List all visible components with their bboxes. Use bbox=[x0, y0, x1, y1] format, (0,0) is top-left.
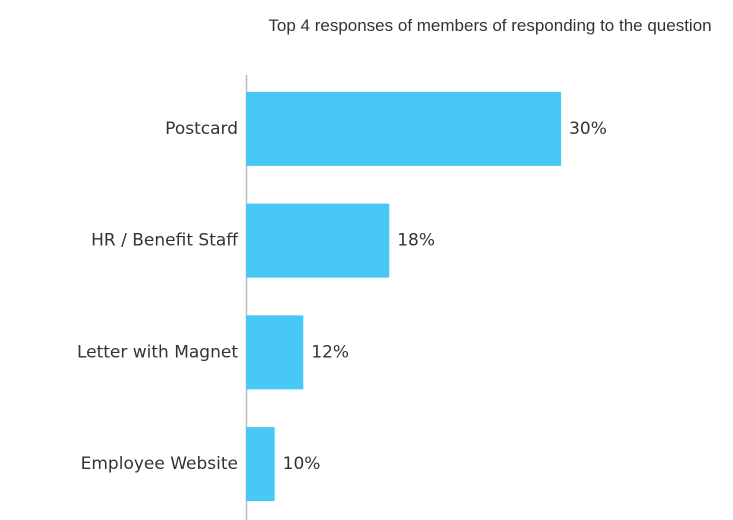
bar bbox=[246, 91, 562, 166]
y-tick-label: Employee Website bbox=[81, 454, 238, 474]
chart-title: Top 4 responses of members of responding… bbox=[268, 16, 712, 35]
bar bbox=[246, 315, 304, 390]
y-tick-label: HR / Benefit Staff bbox=[91, 231, 239, 251]
bar bbox=[246, 203, 390, 278]
value-label: 10% bbox=[283, 454, 321, 474]
value-label: 18% bbox=[397, 231, 435, 251]
y-tick-label: Postcard bbox=[165, 119, 238, 139]
value-label: 12% bbox=[311, 342, 349, 362]
bar bbox=[246, 427, 275, 502]
y-tick-label: Letter with Magnet bbox=[77, 342, 238, 362]
value-label: 30% bbox=[569, 119, 607, 139]
